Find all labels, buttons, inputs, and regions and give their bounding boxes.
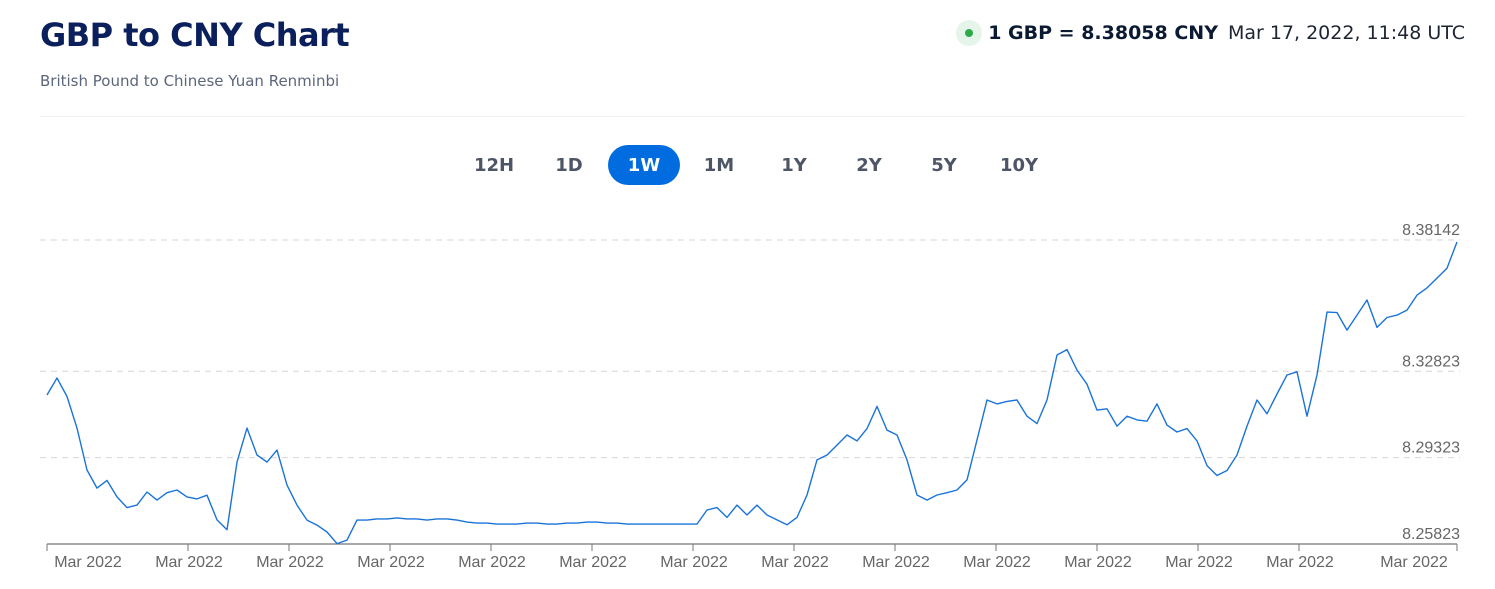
- rate-line: [46, 241, 1458, 545]
- rate-timestamp: Mar 17, 2022, 11:48 UTC: [1227, 22, 1465, 44]
- x-tick-label: Mar 2022: [862, 554, 930, 571]
- y-tick-label: 8.25823: [1402, 526, 1460, 543]
- x-tick-label: Mar 2022: [458, 554, 526, 571]
- x-tick-label: Mar 2022: [357, 554, 425, 571]
- page-subtitle: British Pound to Chinese Yuan Renminbi: [40, 72, 340, 90]
- tab-5y[interactable]: 5Y: [931, 154, 957, 176]
- rate-value: 1 GBP = 8.38058 CNY: [988, 22, 1218, 44]
- x-tick-label: Mar 2022: [1266, 554, 1334, 571]
- x-tick-label: Mar 2022: [155, 554, 223, 571]
- tab-1m[interactable]: 1M: [703, 154, 735, 176]
- tab-12h[interactable]: 12H: [473, 154, 515, 176]
- tab-1d[interactable]: 1D: [555, 154, 583, 176]
- y-tick-label: 8.38142: [1402, 222, 1460, 239]
- tab-10y[interactable]: 10Y: [999, 154, 1039, 176]
- tab-1w[interactable]: 1W: [608, 145, 680, 185]
- tab-2y[interactable]: 2Y: [856, 154, 882, 176]
- divider: [40, 116, 1465, 117]
- page-title: GBP to CNY Chart: [40, 16, 350, 54]
- x-tick-label: Mar 2022: [559, 554, 627, 571]
- x-tick-label: Mar 2022: [963, 554, 1031, 571]
- x-tick-label: Mar 2022: [1165, 554, 1233, 571]
- y-tick-label: 8.32823: [1402, 353, 1460, 370]
- x-tick-label: Mar 2022: [54, 554, 122, 571]
- x-tick-label: Mar 2022: [660, 554, 728, 571]
- range-tabs: 12H 1D 1W 1M 1Y 2Y 5Y 10Y: [458, 145, 1058, 185]
- x-tick-label: Mar 2022: [1064, 554, 1132, 571]
- current-rate: 1 GBP = 8.38058 CNY Mar 17, 2022, 11:48 …: [956, 20, 1465, 46]
- y-tick-label: 8.29323: [1402, 440, 1460, 457]
- live-dot-icon: [956, 20, 983, 46]
- x-tick-label: Mar 2022: [256, 554, 324, 571]
- tab-1y[interactable]: 1Y: [781, 154, 807, 176]
- x-tick-label: Mar 2022: [1380, 554, 1448, 571]
- x-tick-label: Mar 2022: [761, 554, 829, 571]
